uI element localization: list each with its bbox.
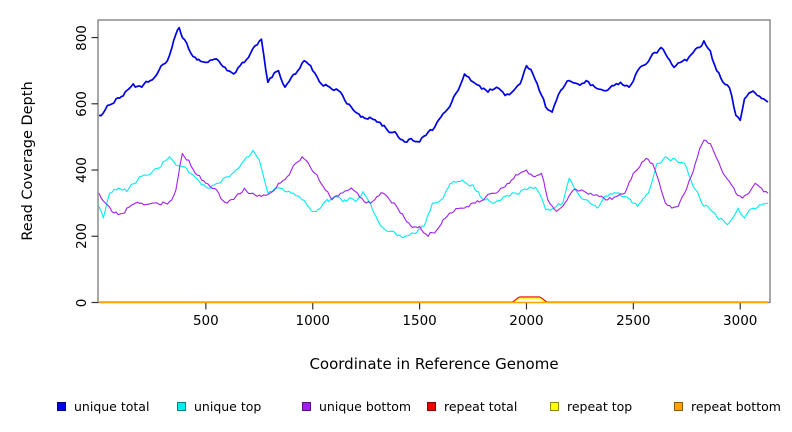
x-axis-title: Coordinate in Reference Genome [309, 355, 559, 373]
repeat-bottom-swatch-icon [674, 401, 683, 411]
series-line-unique-total [98, 26, 769, 144]
series-line-unique-bottom [98, 139, 769, 237]
series-line-repeat-total [99, 296, 768, 303]
legend-label: repeat top [567, 398, 633, 414]
unique-top-swatch-icon [177, 401, 186, 411]
legend-item-unique-total: unique total [57, 398, 150, 414]
x-tick-label: 1000 [295, 313, 330, 329]
unique-bottom-swatch-icon [302, 401, 311, 411]
legend-label: repeat total [444, 398, 518, 414]
legend-item-repeat-bottom: repeat bottom [674, 398, 781, 414]
x-tick-label: 1500 [402, 313, 437, 329]
x-tick-label: 500 [192, 313, 219, 329]
y-tick-label: 600 [74, 90, 90, 117]
legend-label: unique top [194, 398, 262, 414]
series-line-unique-top [98, 149, 769, 239]
series-lines [98, 26, 769, 304]
y-tick-label: 400 [74, 157, 90, 183]
axis-ticks [91, 36, 741, 310]
legend: unique total unique top unique bottom re… [0, 399, 792, 417]
legend-item-unique-bottom: unique bottom [302, 398, 412, 414]
y-axis-title: Read Coverage Depth [20, 81, 36, 241]
repeat-top-swatch-icon [550, 401, 559, 411]
legend-label: repeat bottom [691, 398, 781, 414]
legend-label: unique total [74, 398, 150, 414]
legend-item-unique-top: unique top [177, 398, 262, 414]
y-tick-label: 200 [74, 223, 90, 250]
unique-total-swatch-icon [57, 401, 66, 411]
repeat-total-swatch-icon [427, 401, 436, 411]
x-tick-label: 3000 [723, 313, 758, 329]
x-tick-label: 2000 [509, 313, 544, 329]
legend-item-repeat-top: repeat top [550, 398, 633, 414]
legend-label: unique bottom [319, 398, 412, 414]
legend-item-repeat-total: repeat total [427, 398, 518, 414]
plot-frame [97, 19, 771, 304]
y-tick-label: 800 [74, 24, 90, 51]
x-tick-label: 2500 [616, 313, 651, 329]
y-tick-label: 0 [74, 298, 90, 307]
